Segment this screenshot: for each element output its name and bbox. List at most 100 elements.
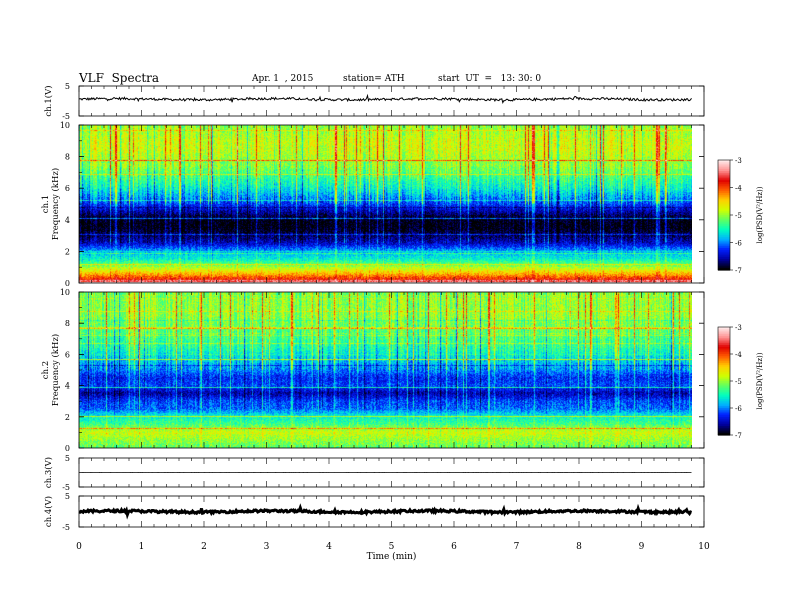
colorbar-cell xyxy=(718,400,730,404)
colorbar-cell xyxy=(718,253,730,256)
colorbar-cell xyxy=(718,348,730,351)
xtick-label: 2 xyxy=(201,542,207,552)
colorbar-cell xyxy=(718,163,730,167)
colorbar-cell xyxy=(718,266,730,269)
colorbar-cell xyxy=(718,218,730,222)
ytick-label: 10 xyxy=(60,288,70,297)
colorbar-tick-label: -6 xyxy=(735,240,742,248)
start-time-label: start UT = 13: 30: 0 xyxy=(438,74,542,84)
colorbar-cell xyxy=(718,354,730,357)
figure-title: VLF Spectra xyxy=(79,71,160,85)
colorbar-cell xyxy=(718,364,730,368)
colorbar-cell xyxy=(718,167,730,170)
ch3-waveform-ylabel: ch.3(V) xyxy=(43,457,54,488)
colorbar-cell xyxy=(718,372,730,375)
colorbar-tick-label: -3 xyxy=(735,324,742,332)
ch1-spectrogram-ylabel: Frequency (kHz) xyxy=(50,168,61,240)
ch1-spectrogram-ylabel: ch.1 xyxy=(41,195,51,213)
colorbar-cell xyxy=(718,189,730,192)
colorbar-cell xyxy=(718,391,730,395)
ch1-waveform-trace xyxy=(78,93,692,105)
colorbar-cell xyxy=(718,207,730,211)
colorbar-cell xyxy=(718,220,730,223)
colorbar-cell xyxy=(718,337,730,341)
colorbar-cell xyxy=(718,332,730,335)
ytick-label: 10 xyxy=(60,121,70,130)
colorbar-cell xyxy=(718,255,730,258)
ytick-label: 5 xyxy=(65,82,70,91)
colorbar-cell xyxy=(718,433,730,436)
colorbar-cell xyxy=(718,336,730,339)
colorbar-cell xyxy=(718,242,730,245)
colorbar-cell xyxy=(718,339,730,342)
xtick-label: 10 xyxy=(698,542,710,552)
ch1-spectrogram-colorbar: -3 -4 -5 -6 -7 log(PSD(V²/Hz)) xyxy=(717,157,764,275)
colorbar-cell xyxy=(718,196,730,200)
xtick-label: 1 xyxy=(139,542,145,552)
colorbar-cell xyxy=(718,375,730,378)
colorbar-cell xyxy=(718,191,730,194)
colorbar-cell xyxy=(718,268,730,271)
colorbar-cell xyxy=(718,431,730,434)
colorbar-cell xyxy=(718,427,730,431)
xtick-label: 5 xyxy=(389,542,395,552)
colorbar-cell xyxy=(718,249,730,253)
ch2-spectrogram-ylabel: ch.2 xyxy=(41,361,51,379)
colorbar-cell xyxy=(718,198,730,201)
colorbar-cell xyxy=(718,244,730,247)
colorbar-tick-label: -3 xyxy=(735,157,742,165)
colorbar-cell xyxy=(718,262,730,266)
colorbar-cell xyxy=(718,368,730,371)
colorbar-cell xyxy=(718,222,730,225)
colorbar-cell xyxy=(718,395,730,398)
colorbar-tick-label: -5 xyxy=(735,378,742,386)
ch1-spectrogram-image xyxy=(79,125,692,283)
colorbar-cell xyxy=(718,231,730,234)
colorbar-tick-label: -7 xyxy=(735,267,742,275)
colorbar-tick-label: -4 xyxy=(735,351,742,359)
colorbar-cell xyxy=(718,224,730,227)
colorbar-cell xyxy=(718,399,730,402)
colorbar-tick-label: -4 xyxy=(735,185,742,193)
colorbar-cell xyxy=(718,202,730,205)
colorbar-cell xyxy=(718,160,730,163)
colorbar-cell xyxy=(718,361,730,364)
ytick-label: -5 xyxy=(62,483,70,492)
colorbar-cell xyxy=(718,350,730,353)
ytick-label: 5 xyxy=(65,454,70,463)
colorbar-cell xyxy=(718,229,730,233)
colorbar-cell xyxy=(718,377,730,380)
colorbar-cell xyxy=(718,237,730,240)
colorbar-cell xyxy=(718,404,730,407)
ytick-label: 6 xyxy=(65,350,70,359)
colorbar-cell xyxy=(718,370,730,373)
colorbar-cell xyxy=(718,415,730,418)
colorbar-cell xyxy=(718,226,730,229)
colorbar-tick-label: -5 xyxy=(735,212,742,220)
ytick-label: 4 xyxy=(65,382,70,391)
ytick-label: -5 xyxy=(62,112,70,121)
colorbar-cell xyxy=(718,259,730,262)
colorbar-cell xyxy=(718,328,730,332)
colorbar-cell xyxy=(718,161,730,165)
colorbar-tick-label: -6 xyxy=(735,405,742,413)
xtick-label: 4 xyxy=(326,542,332,552)
colorbar-cell xyxy=(718,408,730,411)
colorbar-cell xyxy=(718,397,730,400)
ytick-label: 5 xyxy=(65,492,70,501)
ch4-waveform-trace xyxy=(78,503,693,520)
colorbar-cell xyxy=(718,205,730,209)
colorbar-tick-label: -7 xyxy=(735,432,742,440)
colorbar-cell xyxy=(718,379,730,382)
colorbar-cell xyxy=(718,413,730,416)
ch3-waveform-panel: 5 -5 ch.3(V) xyxy=(43,454,705,492)
colorbar-cell xyxy=(718,366,730,369)
colorbar-cell xyxy=(718,172,730,176)
colorbar-cell xyxy=(718,386,730,389)
colorbar-cell xyxy=(718,409,730,413)
colorbar-cell xyxy=(718,240,730,244)
ch1-waveform-ylabel: ch.1(V) xyxy=(43,85,54,116)
colorbar-cell xyxy=(718,185,730,189)
ch2-spectrogram-ylabel: Frequency (kHz) xyxy=(50,334,61,406)
xtick-label: 8 xyxy=(576,542,582,552)
